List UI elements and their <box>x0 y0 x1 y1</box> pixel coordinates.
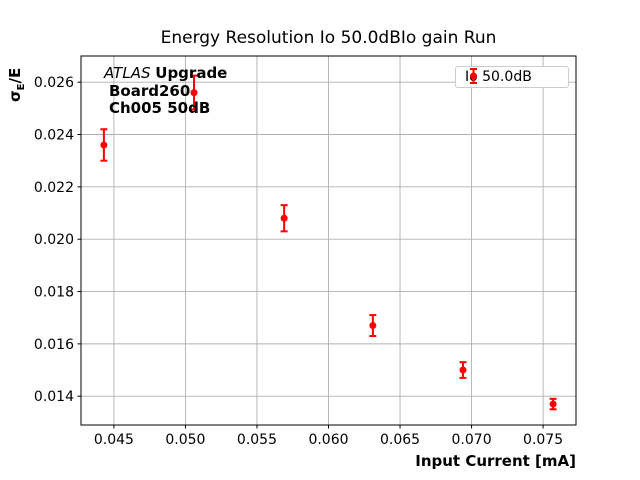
y-tick-label: 0.016 <box>34 337 74 353</box>
x-tick-label: 0.045 <box>94 432 134 448</box>
data-point <box>100 141 108 149</box>
data-point <box>190 89 198 97</box>
y-tick-label: 0.026 <box>34 75 74 91</box>
x-tick-label: 0.070 <box>452 432 492 448</box>
legend-errorbar-icon <box>470 68 477 84</box>
data-point <box>459 366 467 374</box>
y-axis-label-rest: /E <box>6 67 24 84</box>
plot-annotations: ATLAS Upgrade Board260 Ch005 50dB <box>104 64 228 118</box>
x-axis-label: Input Current [mA] <box>415 452 576 470</box>
y-tick-label: 0.022 <box>34 180 74 196</box>
y-tick-label: 0.014 <box>34 389 74 405</box>
annotation-board: Board260 <box>109 81 191 100</box>
y-axis-label: σE/E <box>6 68 27 102</box>
y-tick-label: 0.018 <box>34 285 74 301</box>
x-tick-label: 0.065 <box>380 432 420 448</box>
y-tick-label: 0.024 <box>34 128 74 144</box>
y-tick-label: 0.020 <box>34 232 74 248</box>
annotation-channel: Ch005 50dB <box>109 99 211 117</box>
x-tick-label: 0.075 <box>523 432 563 448</box>
x-tick-label: 0.055 <box>237 432 277 448</box>
legend: Io 50.0dB <box>455 66 569 88</box>
annotation-experiment-suffix: Upgrade <box>155 64 228 82</box>
chart-title: Energy Resolution Io 50.0dBIo gain Run <box>160 28 497 48</box>
data-point <box>280 214 288 222</box>
annotation-experiment-line: ATLAS Upgrade <box>104 64 228 83</box>
y-axis-label-subscript: E <box>16 83 27 91</box>
y-axis-label-sigma: σ <box>6 90 24 102</box>
legend-label: Io 50.0dB <box>465 69 532 85</box>
data-point <box>369 322 377 330</box>
x-tick-label: 0.050 <box>165 432 205 448</box>
annotation-experiment: ATLAS <box>104 64 151 82</box>
x-tick-label: 0.060 <box>308 432 348 448</box>
data-point <box>549 400 557 408</box>
